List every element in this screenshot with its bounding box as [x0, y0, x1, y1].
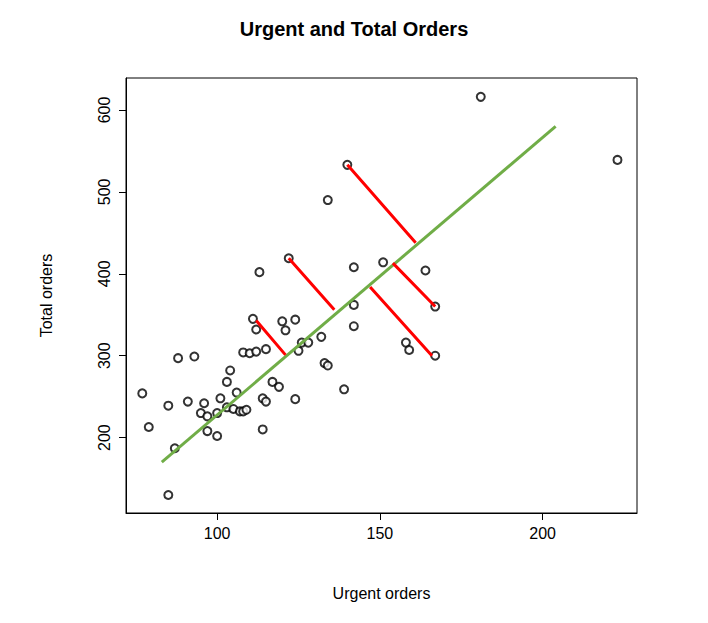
svg-text:Urgent and Total Orders: Urgent and Total Orders: [240, 18, 469, 40]
svg-text:200: 200: [96, 424, 113, 451]
svg-text:200: 200: [529, 525, 556, 542]
svg-text:300: 300: [96, 342, 113, 369]
svg-text:500: 500: [96, 178, 113, 205]
svg-text:150: 150: [367, 525, 394, 542]
svg-text:400: 400: [96, 260, 113, 287]
svg-text:Urgent orders: Urgent orders: [333, 585, 431, 602]
svg-text:600: 600: [96, 97, 113, 124]
svg-text:100: 100: [204, 525, 231, 542]
svg-text:Total orders: Total orders: [38, 254, 55, 338]
